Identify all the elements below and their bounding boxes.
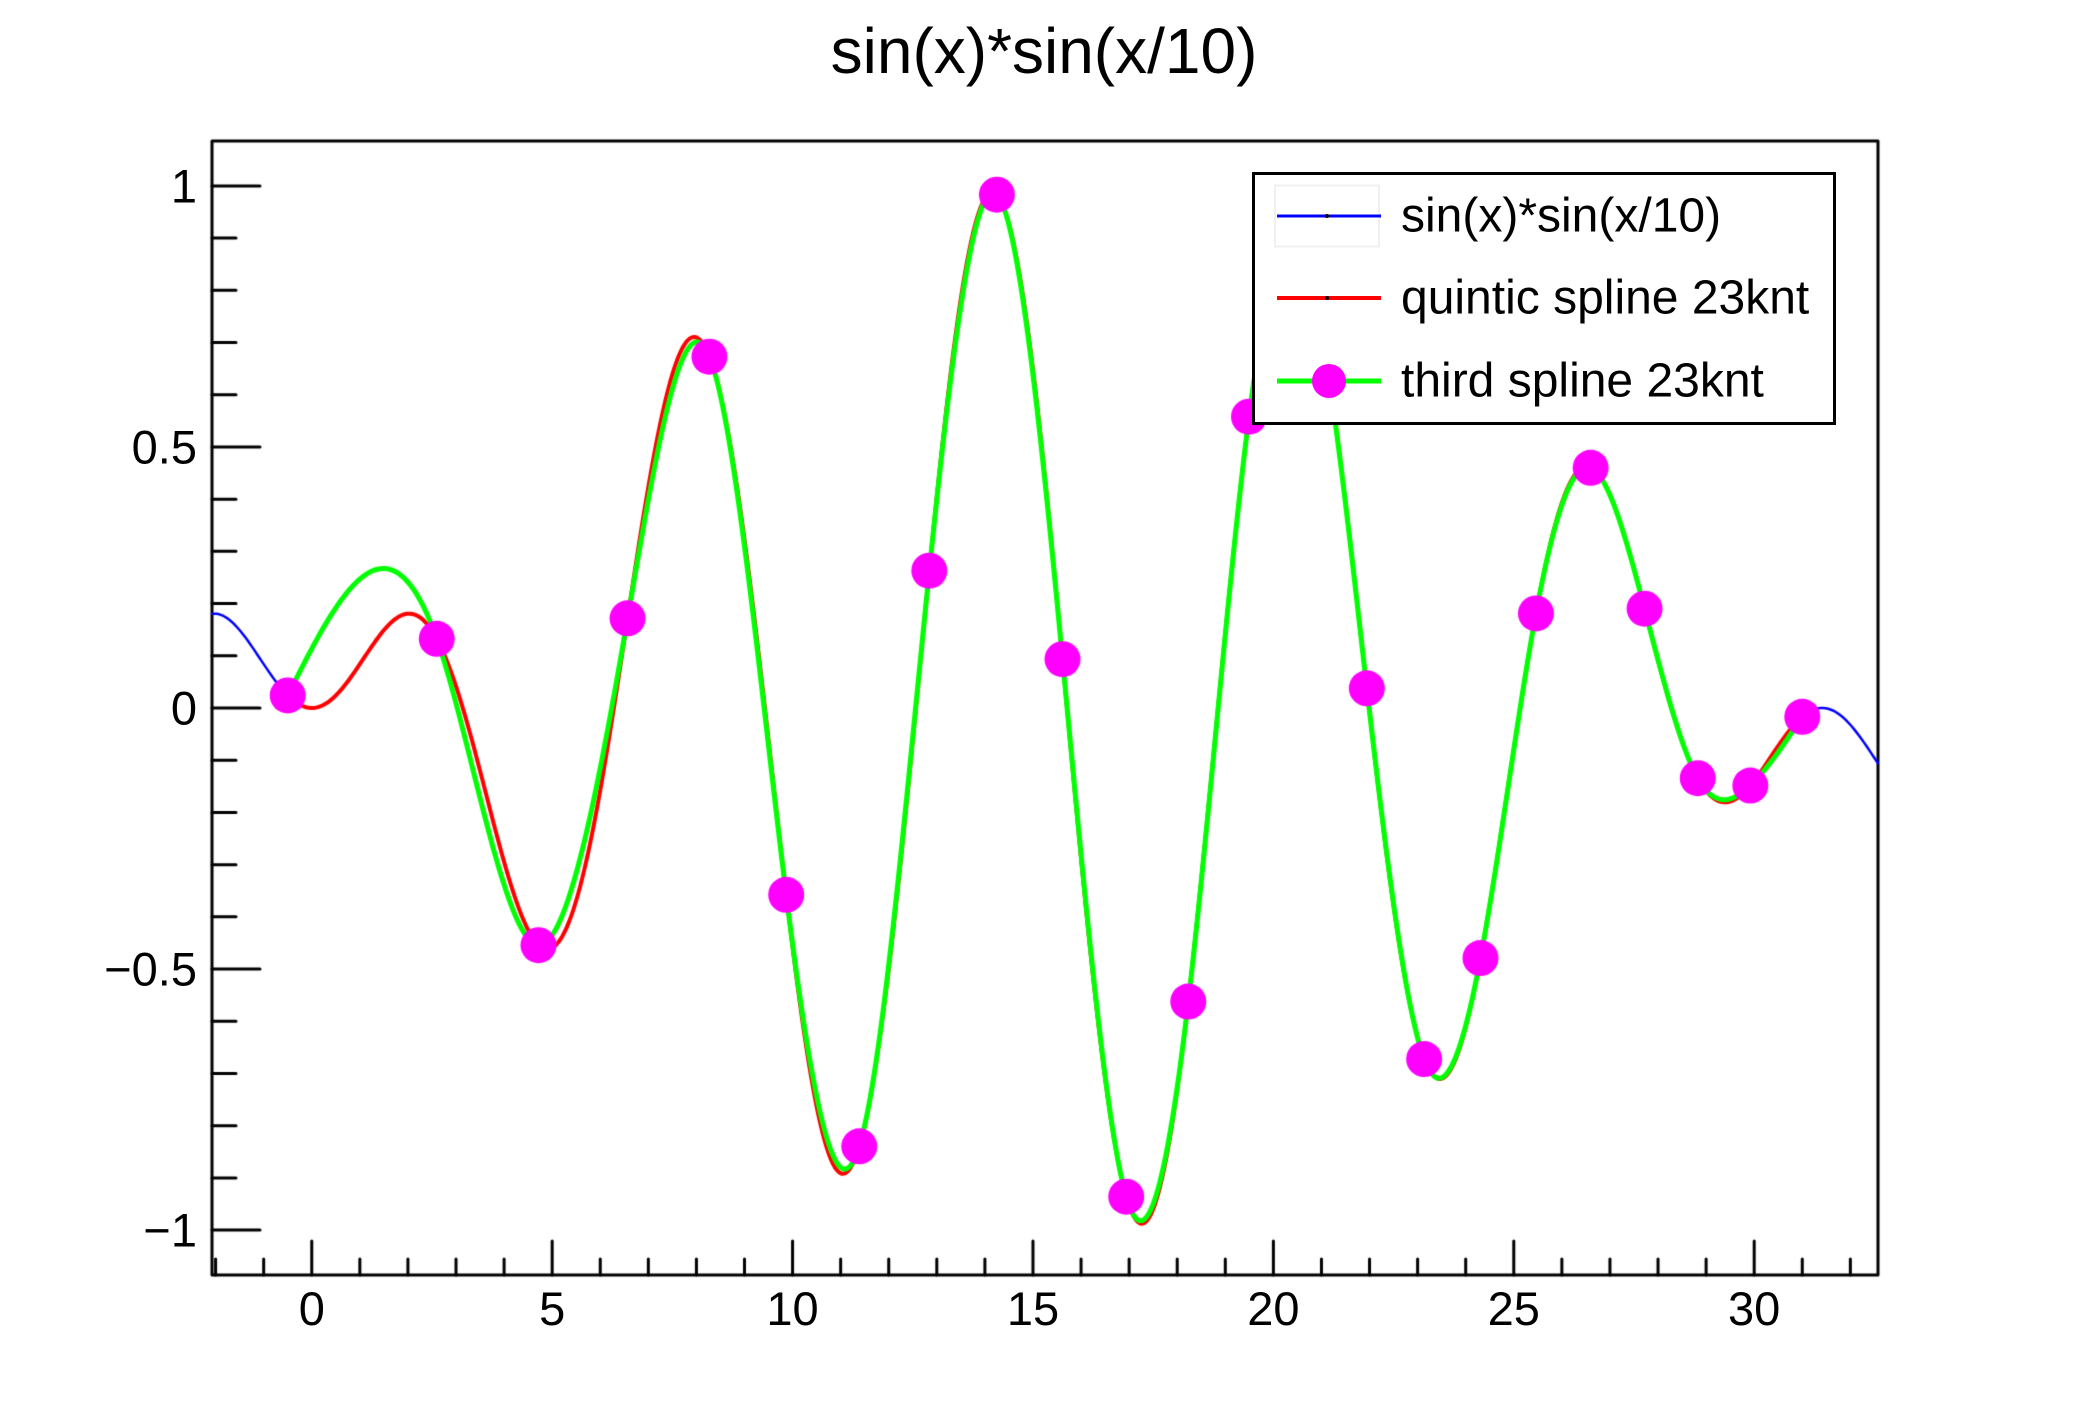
marker-dot-icon: [1325, 214, 1329, 219]
legend-sample-function-line: [1255, 175, 1395, 257]
marker-dot-icon: [1325, 296, 1329, 301]
red-line-sample: [1277, 296, 1381, 301]
legend-box: sin(x)*sin(x/10) quintic spline 23knt th…: [1252, 172, 1836, 425]
legend-label-quintic: quintic spline 23knt: [1401, 271, 1810, 325]
knot-marker-icon: [1312, 363, 1346, 398]
y-axis-tick-label: 0.5: [131, 420, 197, 474]
y-axis-tick-label: −0.5: [104, 942, 197, 996]
legend-entry-quintic: quintic spline 23knt: [1255, 257, 1833, 339]
x-axis-tick-label: 25: [1487, 1282, 1540, 1335]
x-axis-tick-label: 30: [1728, 1282, 1781, 1335]
y-axis-tick-label: −1: [143, 1203, 197, 1257]
x-axis-tick-label: 15: [1006, 1282, 1060, 1335]
legend-sample-third-spline: [1255, 340, 1395, 422]
blue-line-sample: [1277, 214, 1381, 218]
legend-label-function: sin(x)*sin(x/10): [1401, 189, 1722, 243]
x-axis-tick-label: 5: [539, 1282, 566, 1335]
x-axis-tick-label: 20: [1247, 1282, 1300, 1335]
legend-entry-function: sin(x)*sin(x/10): [1255, 175, 1833, 257]
x-axis-tick-label: 10: [766, 1282, 819, 1335]
x-axis-tick-label: 0: [298, 1282, 325, 1335]
y-axis-tick-label: 0: [170, 681, 197, 735]
y-axis-tick-label: 1: [170, 159, 197, 213]
legend-entry-third-spline: third spline 23knt: [1255, 340, 1833, 422]
legend-sample-quintic-line: [1255, 257, 1395, 339]
legend-label-third-spline: third spline 23knt: [1401, 354, 1764, 408]
